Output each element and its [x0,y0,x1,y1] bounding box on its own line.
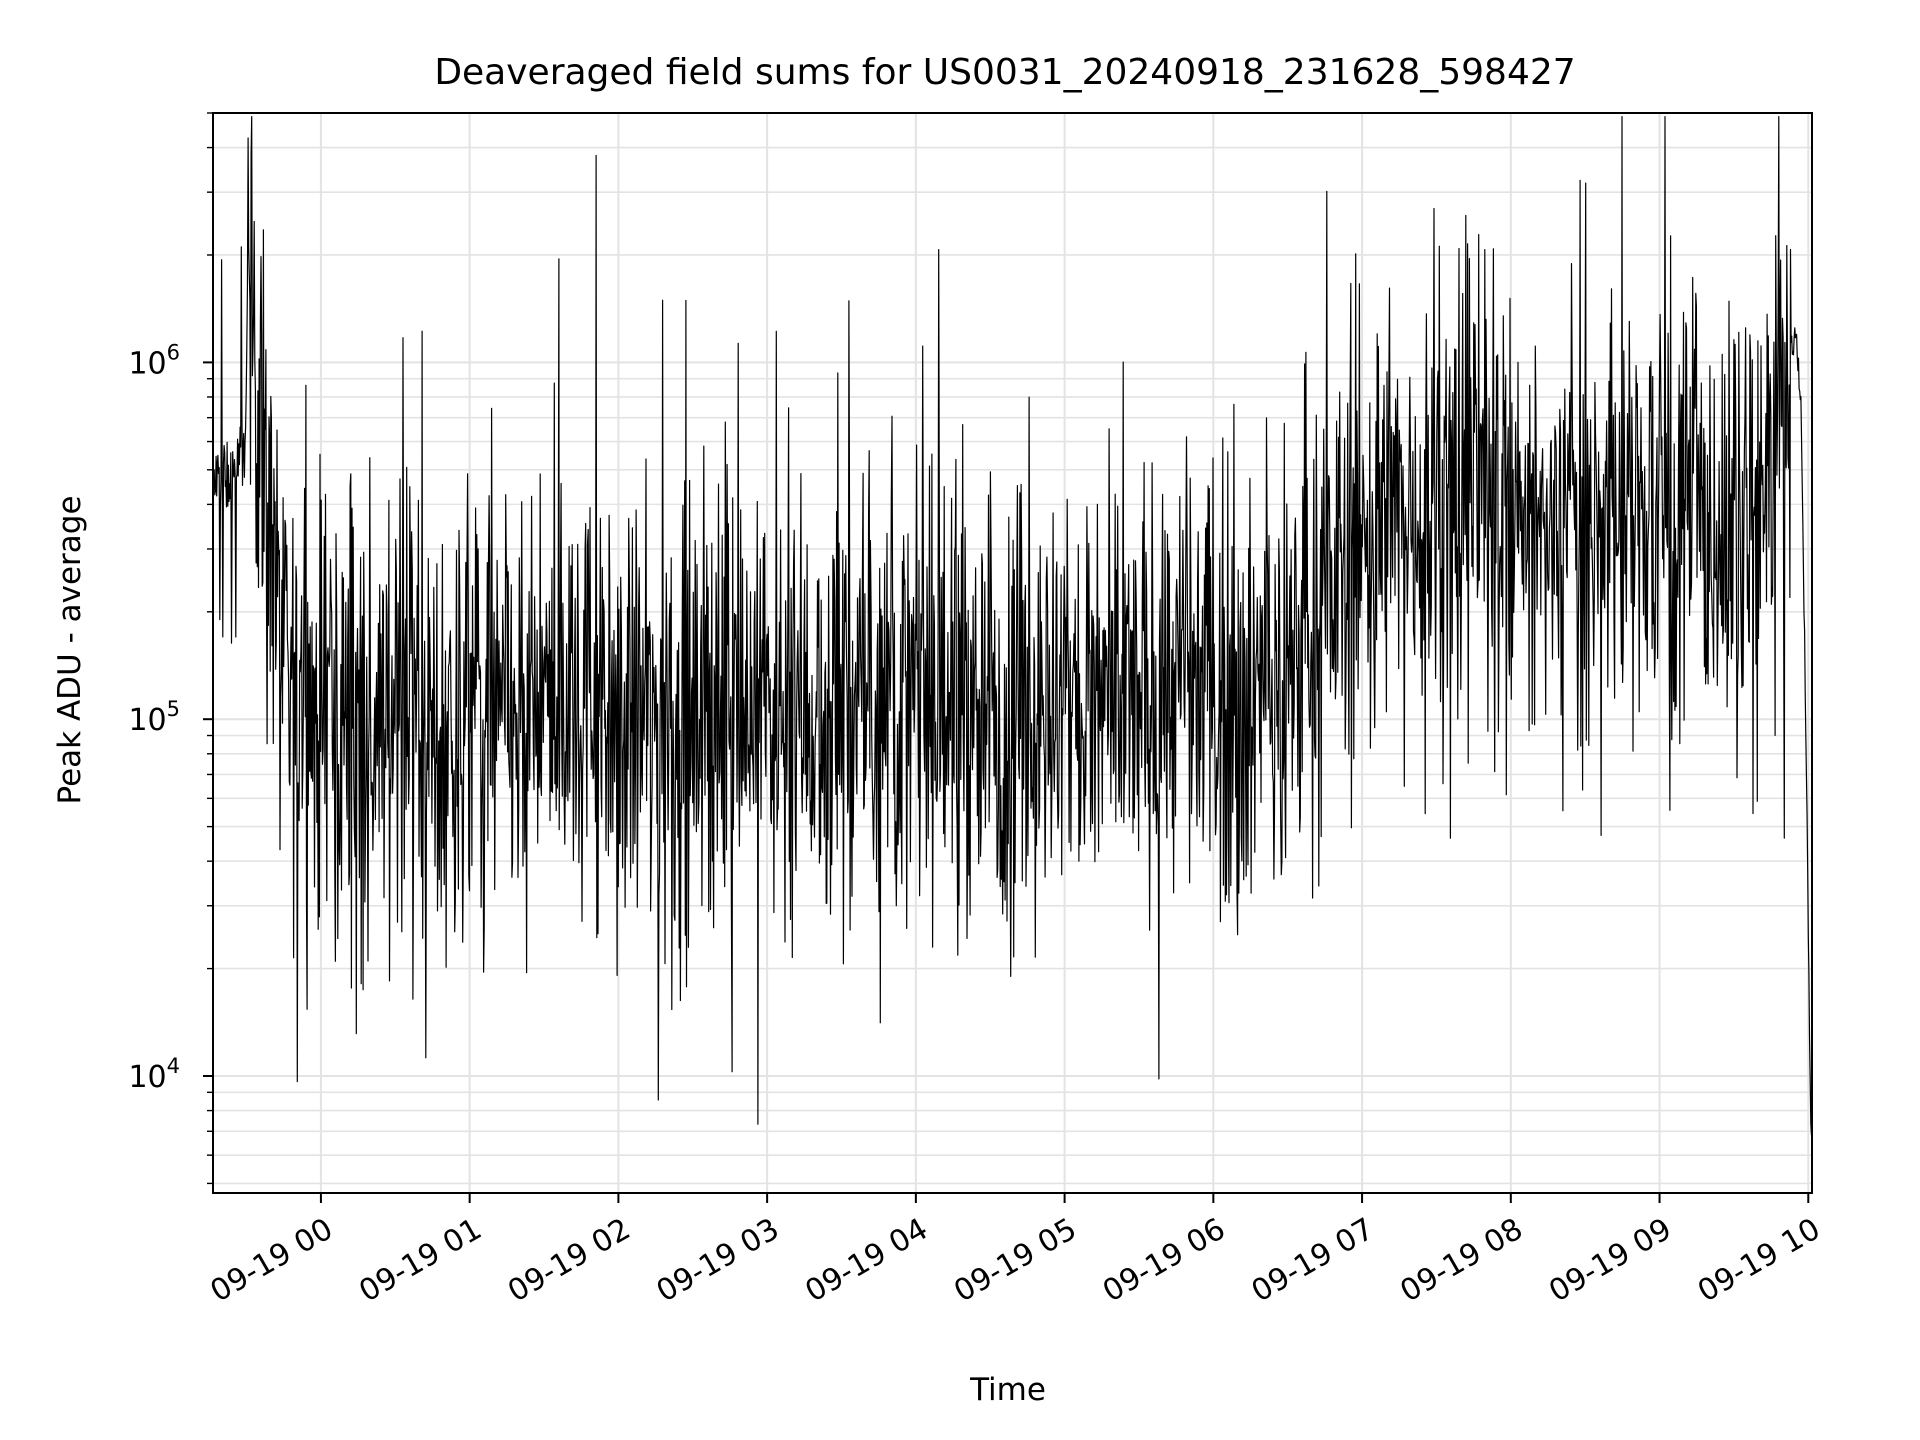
y-tick-base: 10 [128,346,166,381]
y-tick-exponent: 4 [167,1054,180,1078]
y-tick-base: 10 [128,703,166,738]
x-axis-title: Time [969,1372,1046,1408]
y-tick-exponent: 5 [167,697,180,721]
y-axis-title: Peak ADU - average [52,495,88,804]
y-tick-base: 10 [128,1060,166,1095]
chart-title: Deaveraged field sums for US0031_2024091… [434,52,1575,93]
y-tick-exponent: 6 [167,340,180,364]
